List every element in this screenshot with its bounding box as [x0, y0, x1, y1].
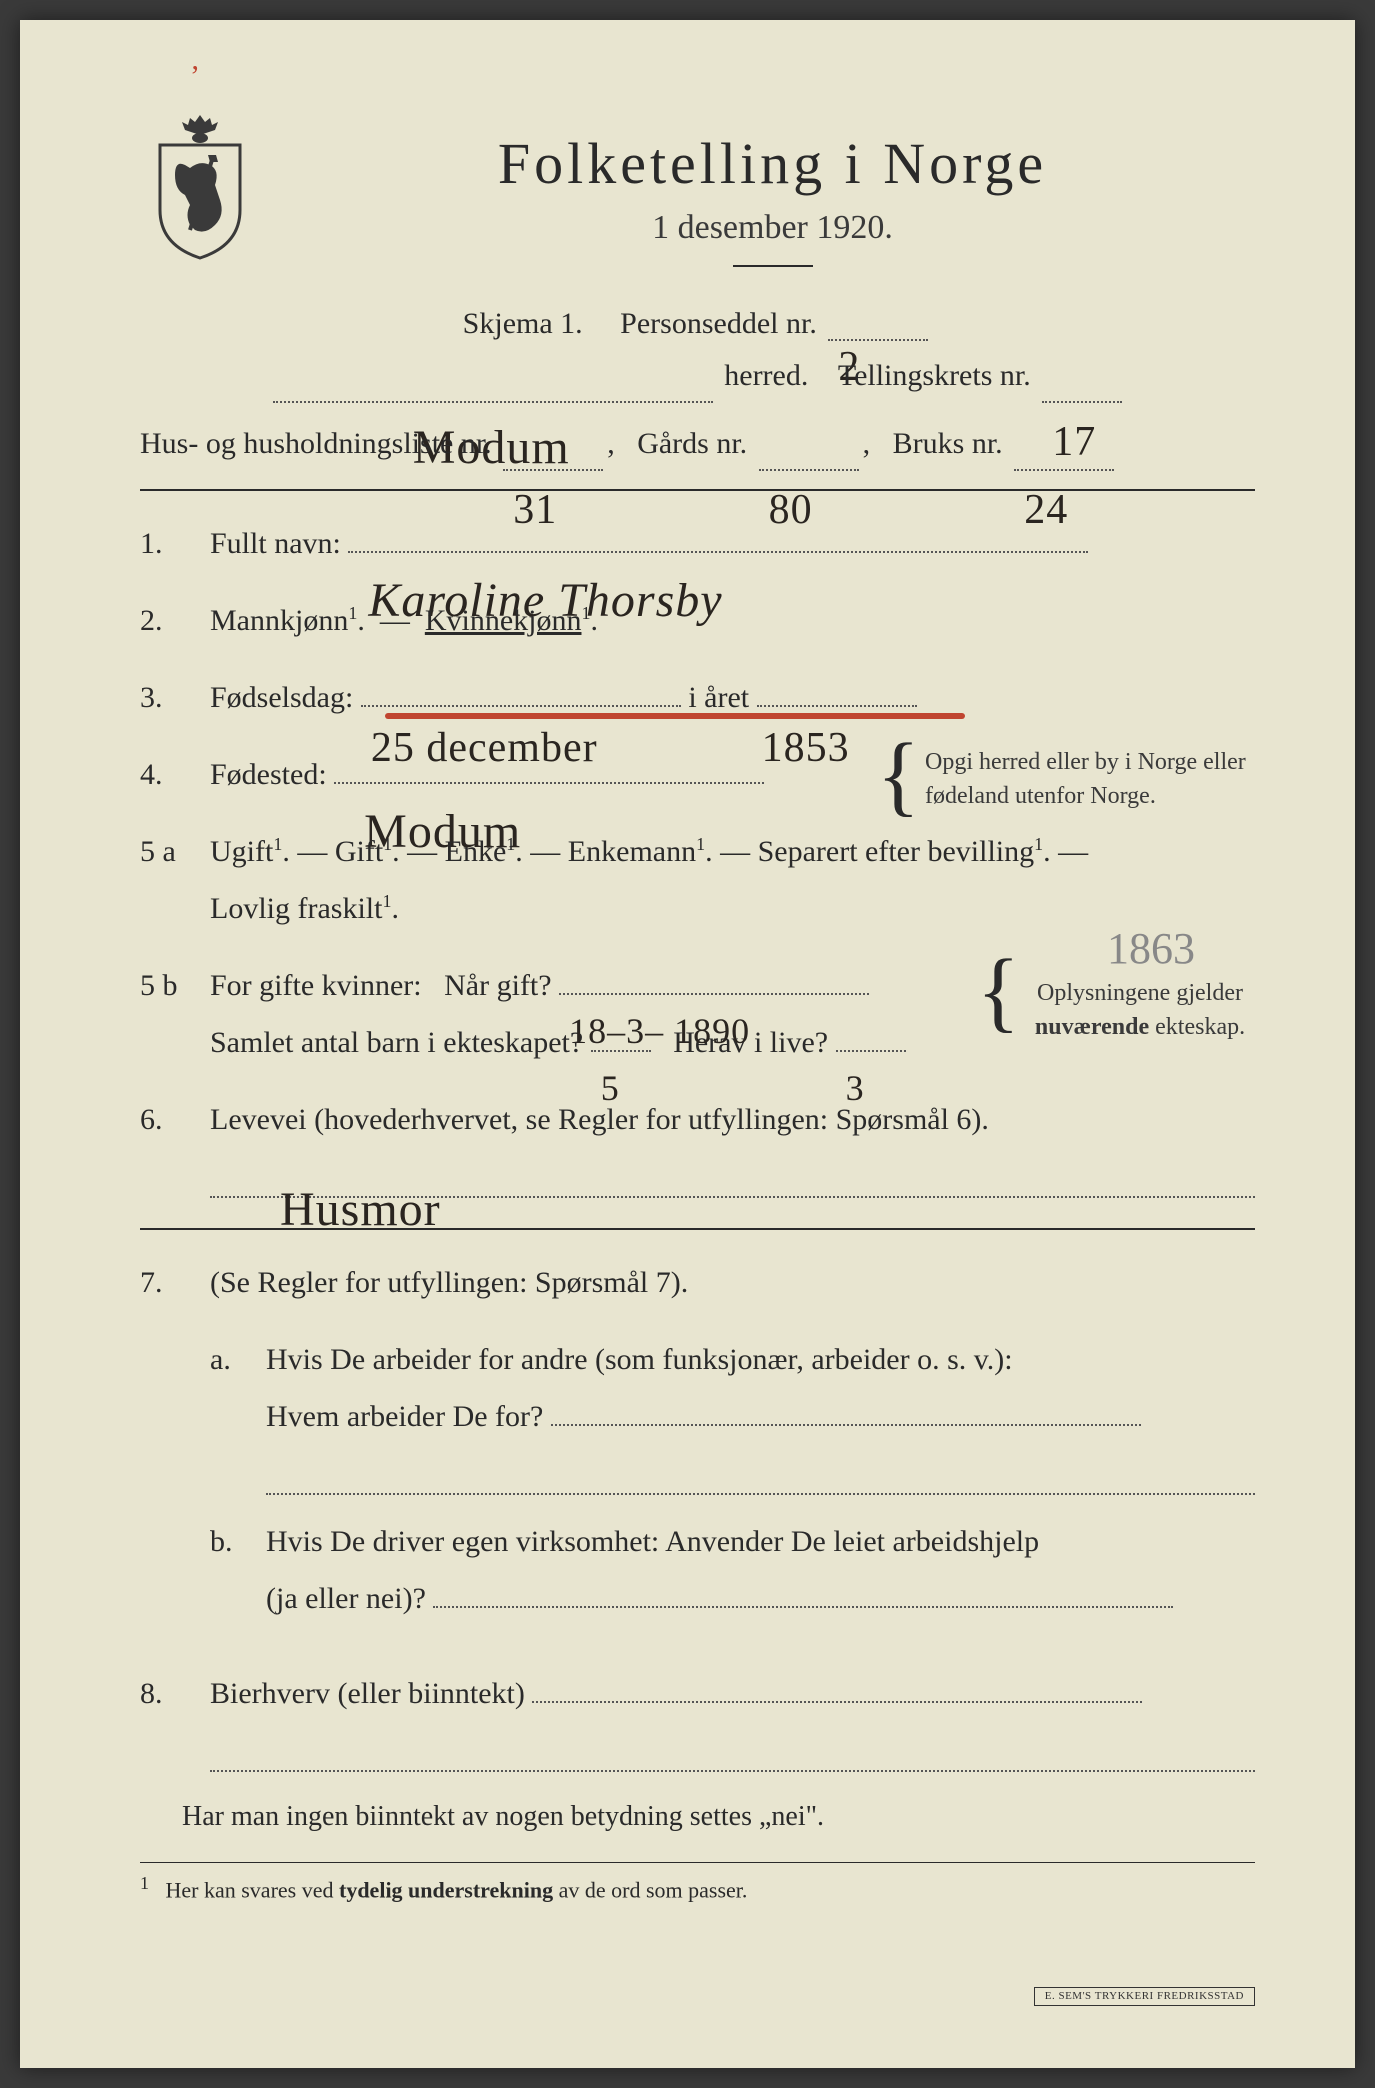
q2-mann: Mannkjønn	[210, 604, 348, 637]
section-divider-1	[140, 489, 1255, 491]
q2-num: 2.	[140, 592, 190, 649]
brace-icon: {	[877, 731, 920, 821]
q4-sidenote: Opgi herred eller by i Norge eller fødel…	[925, 746, 1255, 813]
question-7: 7. (Se Regler for utfyllingen: Spørsmål …	[140, 1254, 1255, 1645]
herred-label: herred.	[724, 359, 808, 392]
bruks-label: Bruks nr.	[893, 427, 1003, 460]
schema-label: Skjema 1.	[463, 307, 583, 340]
q3-num: 3.	[140, 669, 190, 726]
subtitle: 1 desember 1920.	[290, 209, 1255, 247]
q1-num: 1.	[140, 515, 190, 572]
question-5b: 5 b 1863 For gifte kvinner: Når gift? 18…	[140, 957, 1255, 1071]
q7-num: 7.	[140, 1254, 190, 1311]
q7a-text2: Hvem arbeider De for?	[266, 1400, 543, 1433]
q7b-letter: b.	[210, 1513, 246, 1627]
q7-intro: (Se Regler for utfyllingen: Spørsmål 7).	[210, 1266, 688, 1299]
footnote-text: Her kan svares ved tydelig understreknin…	[166, 1878, 748, 1903]
question-5a: 5 a Ugift1. — Gift1. — Enke1. — Enkemann…	[140, 823, 1255, 937]
q7b-text1: Hvis De driver egen virksomhet: Anvender…	[266, 1525, 1039, 1558]
q7a-text1: Hvis De arbeider for andre (som funksjon…	[266, 1343, 1013, 1376]
title-block: Folketelling i Norge 1 desember 1920.	[290, 110, 1255, 297]
q6-num: 6.	[140, 1091, 190, 1148]
q4-num: 4.	[140, 746, 190, 803]
gards-label: Gårds nr.	[637, 427, 747, 460]
hushold-label: Hus- og husholdningsliste nr.	[140, 427, 492, 460]
q5b-naar-label: Når gift?	[444, 969, 551, 1002]
tellingskrets-label: Tellingskrets nr.	[838, 359, 1031, 392]
q4-label: Fødested:	[210, 758, 327, 791]
footnote-divider	[140, 1862, 1255, 1863]
schema-line: Skjema 1. Personseddel nr. 2	[140, 307, 1255, 341]
q7a-letter: a.	[210, 1331, 246, 1495]
q5a-opt-0: Ugift	[210, 835, 273, 868]
q5b-barn-label: Samlet antal barn i ekteskapet?	[210, 1026, 583, 1059]
hushold-line: Hus- og husholdningsliste nr. 31 , Gårds…	[140, 417, 1255, 471]
q5a-opt-4: Separert efter bevilling	[758, 835, 1035, 868]
q5b-gifte: For gifte kvinner:	[210, 969, 422, 1002]
q8-num: 8.	[140, 1665, 190, 1722]
q5a-opt-1: Gift	[335, 835, 383, 868]
question-4: 4. Fødested: Modum { Opgi herred eller b…	[140, 746, 1255, 803]
q5b-num: 5 b	[140, 957, 190, 1014]
q5a-opt-2: Enke	[445, 835, 507, 868]
printer-mark: E. SEM'S TRYKKERI FREDRIKSSTAD	[1034, 1987, 1255, 2006]
header: Folketelling i Norge 1 desember 1920.	[140, 110, 1255, 297]
brace-icon-2: {	[977, 947, 1020, 1037]
q5a-opt-5: Lovlig fraskilt	[210, 892, 382, 925]
footnote-num: 1	[140, 1873, 149, 1893]
question-2: 2. Mannkjønn1. — Kvinnekjønn1.	[140, 592, 1255, 649]
coat-of-arms-icon	[140, 110, 260, 260]
q5b-sidenote: Oplysningene gjelder nuværende ekteskap.	[1025, 977, 1255, 1044]
footnote: 1 Her kan svares ved tydelig understrekn…	[140, 1873, 1255, 1903]
footer-note: Har man ingen biinntekt av nogen betydni…	[182, 1792, 1255, 1842]
q8-label: Bierhverv (eller biinntekt)	[210, 1677, 525, 1710]
q3-iaret: i året	[688, 681, 749, 714]
herred-line: Modum herred. Tellingskrets nr. 17	[140, 349, 1255, 403]
main-title: Folketelling i Norge	[290, 130, 1255, 197]
title-divider	[733, 265, 813, 267]
personseddel-label: Personseddel nr.	[620, 307, 817, 340]
q7b-text2: (ja eller nei)?	[266, 1582, 426, 1615]
q1-label: Fullt navn:	[210, 527, 341, 560]
q6-label: Levevei (hovederhvervet, se Regler for u…	[210, 1103, 989, 1136]
red-mark: ʼ	[190, 60, 200, 94]
red-underline	[385, 713, 965, 719]
q6-value: Husmor	[280, 1183, 441, 1236]
question-3: 3. Fødselsdag: 25 december i året 1853	[140, 669, 1255, 726]
q5a-num: 5 a	[140, 823, 190, 880]
q5a-opt-3: Enkemann	[568, 835, 696, 868]
question-6: 6. Levevei (hovederhvervet, se Regler fo…	[140, 1091, 1255, 1198]
question-8: 8. Bierhverv (eller biinntekt)	[140, 1665, 1255, 1772]
q2-kvinne: Kvinnekjønn	[425, 604, 582, 637]
question-1: 1. Fullt navn: Karoline Thorsby	[140, 515, 1255, 572]
q3-label: Fødselsdag:	[210, 681, 353, 714]
census-form-page: ʼ Folketelling i Norge 1 desember 1920. …	[20, 20, 1355, 2068]
